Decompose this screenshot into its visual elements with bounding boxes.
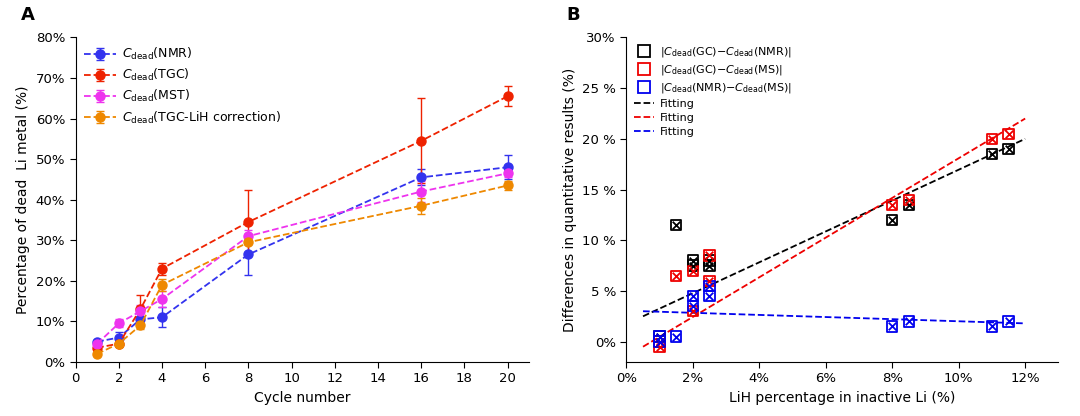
Point: [701, 252, 718, 259]
Point: [1000, 146, 1017, 152]
Point: [685, 262, 702, 269]
Point: [983, 151, 1000, 157]
Point: [883, 323, 901, 330]
Point: [667, 222, 685, 228]
Point: [1000, 318, 1017, 324]
Point: [983, 136, 1000, 142]
Point: [685, 267, 702, 274]
Point: [983, 151, 1000, 157]
Point: [901, 201, 918, 208]
Point: [651, 333, 669, 340]
Point: [651, 343, 669, 350]
Point: [701, 282, 718, 289]
Point: [685, 308, 702, 314]
Point: [701, 262, 718, 269]
Point: [701, 277, 718, 284]
Point: [1000, 131, 1017, 137]
Point: [651, 338, 669, 345]
Point: [701, 277, 718, 284]
Point: [651, 338, 669, 345]
Point: [667, 222, 685, 228]
Point: [883, 217, 901, 223]
Point: [651, 338, 669, 345]
Text: B: B: [566, 7, 580, 25]
Point: [901, 318, 918, 324]
Point: [651, 333, 669, 340]
Y-axis label: Differences in quantitative results (%): Differences in quantitative results (%): [563, 67, 577, 332]
Point: [701, 252, 718, 259]
Point: [901, 318, 918, 324]
Legend: $C_\mathrm{dead}$(NMR), $C_\mathrm{dead}$(TGC), $C_\mathrm{dead}$(MST), $C_\math: $C_\mathrm{dead}$(NMR), $C_\mathrm{dead}…: [82, 44, 284, 128]
Point: [685, 293, 702, 300]
Point: [685, 293, 702, 300]
Point: [651, 338, 669, 345]
Point: [651, 338, 669, 345]
Point: [883, 201, 901, 208]
Point: [667, 272, 685, 279]
Point: [883, 201, 901, 208]
Point: [701, 293, 718, 300]
Point: [651, 338, 669, 345]
Point: [685, 303, 702, 310]
Point: [667, 333, 685, 340]
Point: [701, 257, 718, 264]
Point: [651, 343, 669, 350]
Point: [1000, 131, 1017, 137]
Text: A: A: [22, 7, 35, 25]
Point: [685, 257, 702, 264]
Point: [983, 323, 1000, 330]
Point: [685, 257, 702, 264]
Y-axis label: Percentage of dead  Li metal (%): Percentage of dead Li metal (%): [16, 85, 30, 314]
X-axis label: Cycle number: Cycle number: [254, 391, 351, 405]
Point: [651, 333, 669, 340]
Point: [685, 262, 702, 269]
Point: [901, 196, 918, 203]
Point: [883, 217, 901, 223]
Point: [883, 323, 901, 330]
Legend: |$C_\mathrm{dead}$(GC)$-C_\mathrm{dead}$(NMR)|, |$C_\mathrm{dead}$(GC)$-C_\mathr: |$C_\mathrm{dead}$(GC)$-C_\mathrm{dead}$…: [632, 43, 794, 139]
Point: [667, 272, 685, 279]
Point: [1000, 146, 1017, 152]
Point: [983, 323, 1000, 330]
Point: [701, 257, 718, 264]
X-axis label: LiH percentage in inactive Li (%): LiH percentage in inactive Li (%): [729, 391, 956, 405]
Point: [685, 267, 702, 274]
Point: [685, 303, 702, 310]
Point: [1000, 318, 1017, 324]
Point: [701, 282, 718, 289]
Point: [901, 201, 918, 208]
Point: [983, 136, 1000, 142]
Point: [701, 262, 718, 269]
Point: [701, 293, 718, 300]
Point: [685, 308, 702, 314]
Point: [667, 333, 685, 340]
Point: [651, 333, 669, 340]
Point: [901, 196, 918, 203]
